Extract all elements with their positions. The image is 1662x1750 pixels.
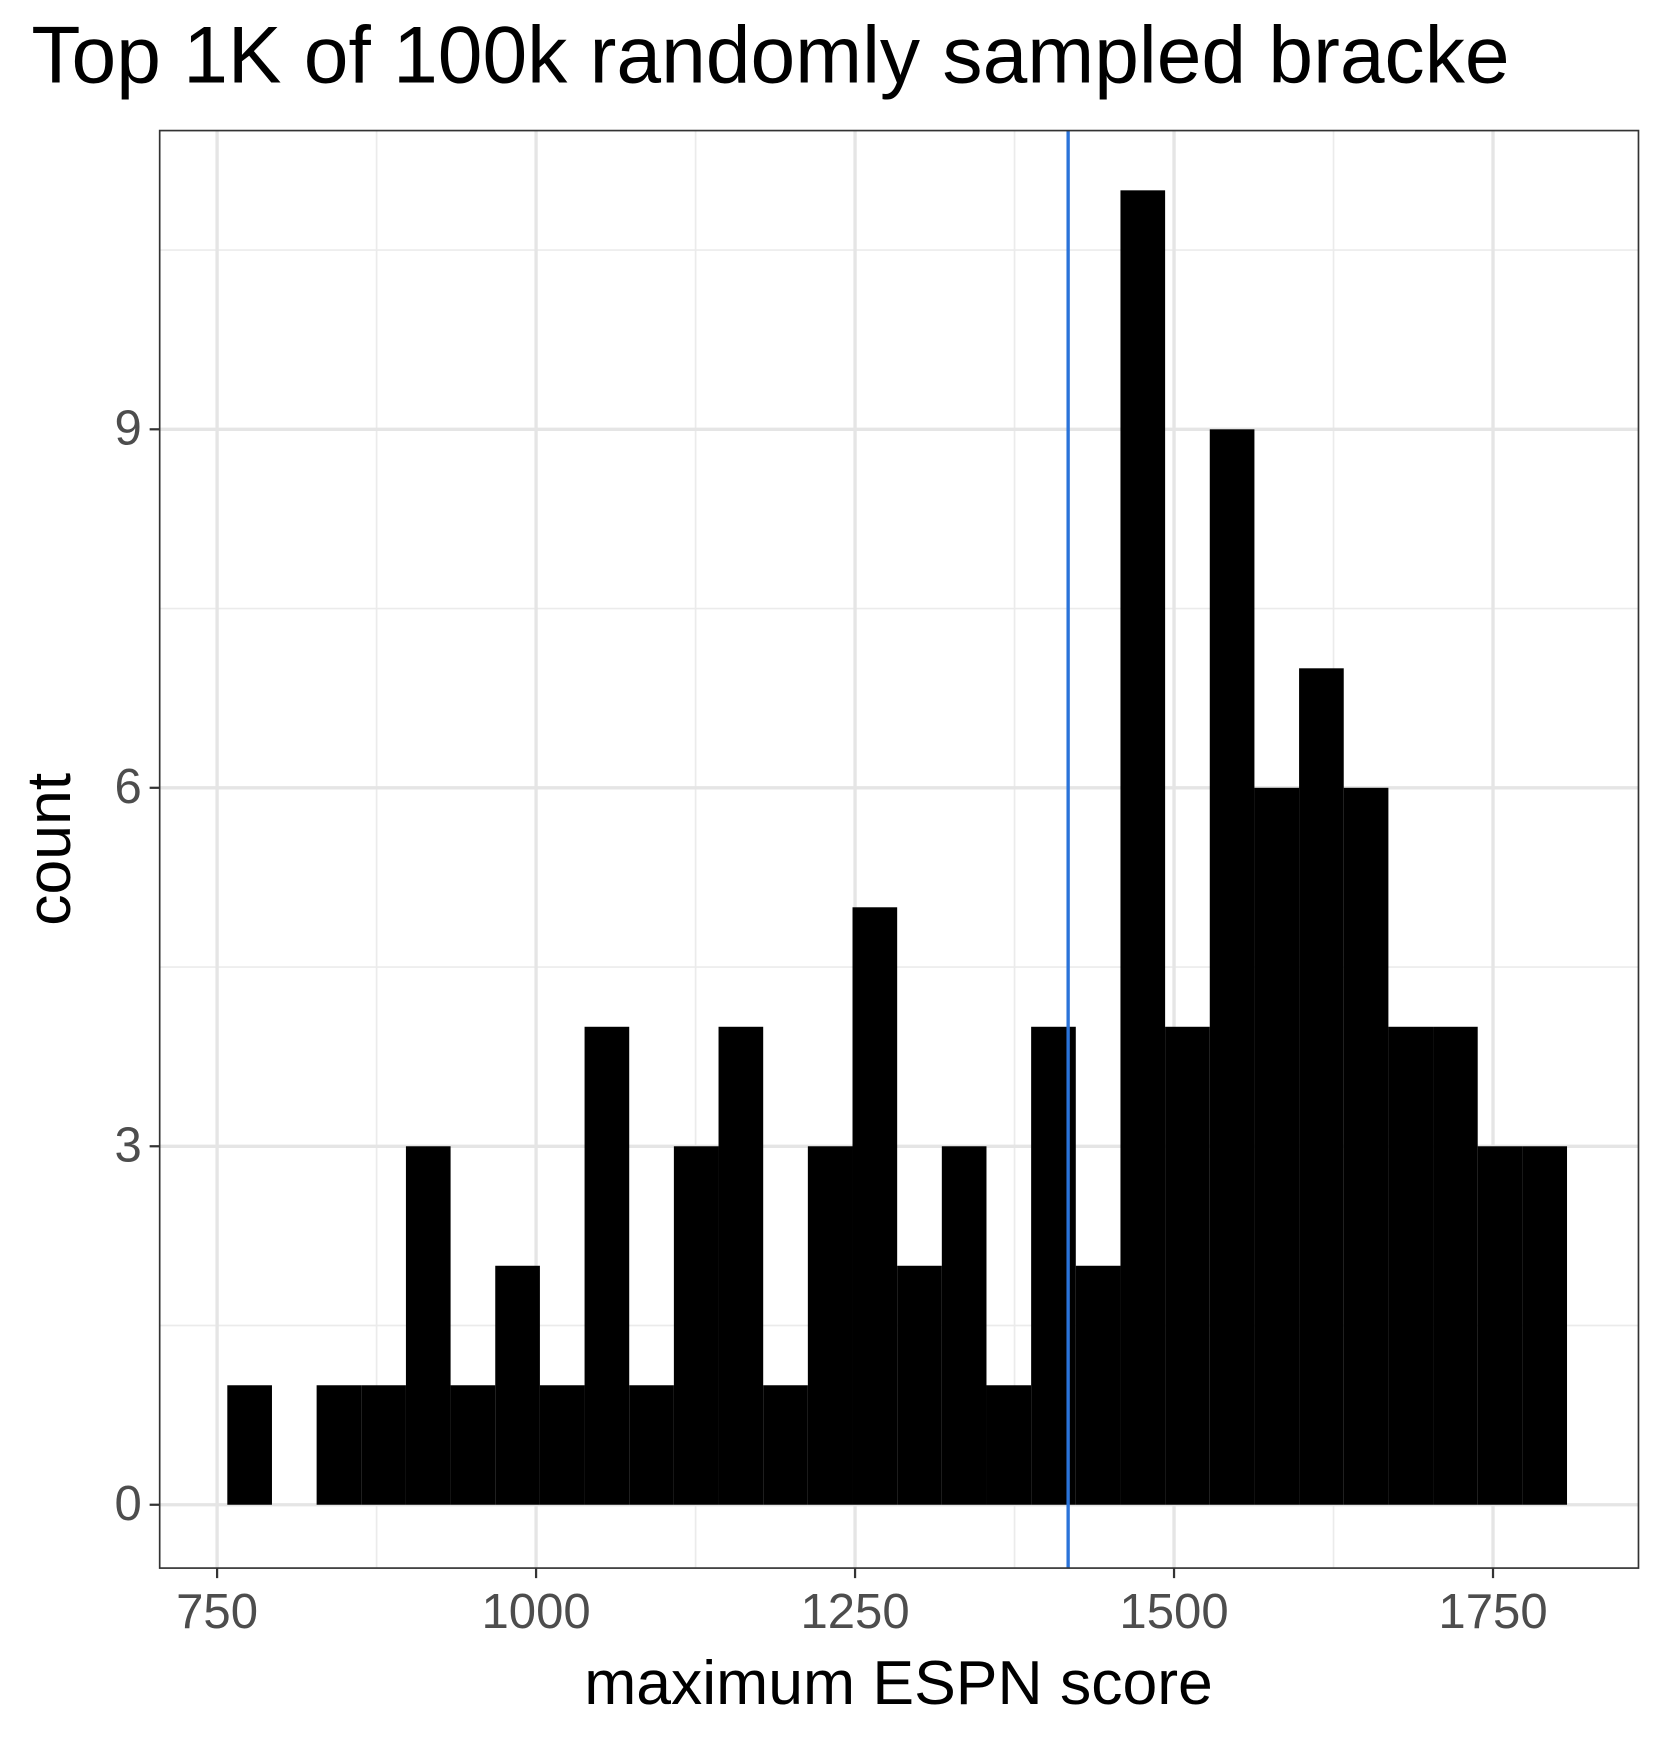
bar	[673, 1146, 719, 1505]
y-tick-label: 3	[115, 1118, 142, 1172]
y-axis-title: count	[14, 773, 84, 926]
bar	[1075, 1265, 1121, 1505]
bar	[852, 907, 898, 1505]
x-axis-title: maximum ESPN score	[584, 1648, 1213, 1718]
bar	[718, 1026, 764, 1505]
x-tick-label: 1000	[481, 1585, 590, 1639]
bar	[807, 1146, 853, 1505]
bar	[897, 1265, 942, 1505]
bar	[539, 1385, 585, 1505]
chart-title: Top 1K of 100k randomly sampled bracke	[31, 11, 1509, 101]
bar	[1388, 1026, 1434, 1505]
bar	[450, 1385, 496, 1505]
panel-border	[158, 129, 1640, 1569]
bar	[361, 1385, 406, 1505]
bar	[941, 1146, 987, 1505]
bar	[1209, 429, 1255, 1505]
bar	[316, 1385, 362, 1505]
bar	[1120, 190, 1166, 1505]
y-tick-label: 9	[115, 402, 142, 456]
bar	[1165, 1026, 1210, 1505]
bar	[1522, 1146, 1568, 1505]
bar	[763, 1385, 808, 1505]
x-tick-label: 1750	[1438, 1585, 1547, 1639]
bar	[227, 1385, 272, 1505]
bar	[584, 1026, 630, 1505]
bar	[986, 1385, 1032, 1505]
bar	[1254, 787, 1300, 1505]
bar	[629, 1385, 674, 1505]
bar	[1343, 787, 1389, 1505]
x-tick-label: 1500	[1119, 1585, 1228, 1639]
bar	[495, 1265, 540, 1505]
y-tick-label: 0	[115, 1477, 142, 1531]
bar	[1433, 1026, 1478, 1505]
x-tick-label: 1250	[800, 1585, 909, 1639]
bar	[405, 1146, 451, 1505]
y-tick-label: 6	[115, 760, 142, 814]
bar	[1477, 1146, 1523, 1505]
bar	[1299, 668, 1344, 1505]
x-tick-label: 750	[176, 1585, 258, 1639]
